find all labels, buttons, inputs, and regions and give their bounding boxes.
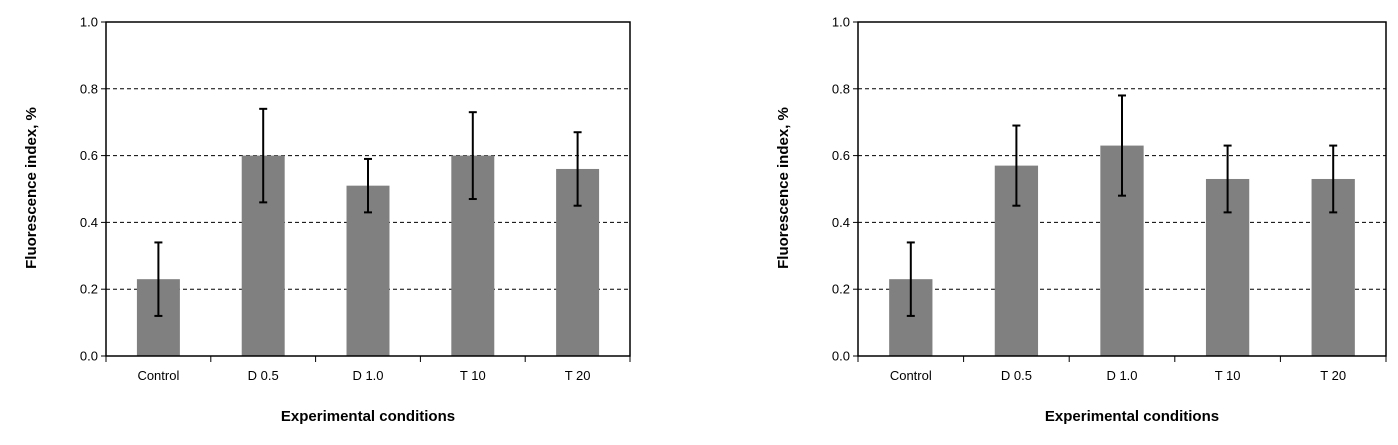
- y-tick-label: 1.0: [832, 15, 850, 30]
- error-bar: [573, 131, 582, 207]
- error-bar: [1223, 144, 1232, 214]
- x-tick-label: D 0.5: [1001, 368, 1032, 383]
- x-tick-label: Control: [890, 368, 932, 383]
- x-tick-label: D 1.0: [1106, 368, 1137, 383]
- error-bar: [906, 241, 915, 317]
- bar: [346, 185, 390, 356]
- y-tick-label: 0.8: [832, 81, 850, 96]
- error-bar: [364, 157, 372, 214]
- y-tick-label: 0.0: [80, 349, 98, 364]
- x-tick-label: Control: [137, 368, 179, 383]
- error-bar: [259, 107, 268, 204]
- right-chart: 0.0 0.2 0.4 0.6 0.8 1.0 Control D 0.5 D 1.0 T 10…: [752, 0, 1398, 445]
- x-tick-label: T 20: [565, 368, 591, 383]
- y-tick-label: 1.0: [80, 15, 98, 30]
- x-axis-title: Experimental conditions: [281, 408, 455, 425]
- plot-frame: [857, 21, 1387, 357]
- y-axis-title: Fluorescence index, %: [775, 107, 792, 269]
- y-tick-label: 0.2: [80, 282, 98, 297]
- x-tick-label: D 0.5: [248, 368, 279, 383]
- y-tick-label: 0.4: [832, 215, 850, 230]
- x-tick-label: D 1.0: [352, 368, 383, 383]
- y-tick-label: 0.0: [832, 349, 850, 364]
- error-bar: [1118, 94, 1126, 197]
- error-bar: [154, 241, 163, 317]
- y-tick-label: 0.6: [80, 148, 98, 163]
- right-chart-svg: 0.0 0.2 0.4 0.6 0.8 1.0 Control D 0.5 D 1.0 T 10…: [775, 15, 1387, 425]
- left-chart-svg: 0.0 0.2 0.4 0.6 0.8 1.0 Control D 0.5 D 1.0 T 10…: [23, 15, 631, 425]
- x-tick-label: T 10: [1215, 368, 1241, 383]
- error-bar: [1329, 144, 1338, 214]
- left-chart: 0.0 0.2 0.4 0.6 0.8 1.0 Control D 0.5 D 1.0 T 10…: [0, 0, 646, 445]
- x-axis-title: Experimental conditions: [1045, 408, 1219, 425]
- error-bar: [468, 111, 477, 201]
- error-bar: [1012, 124, 1021, 207]
- y-tick-label: 0.8: [80, 81, 98, 96]
- y-tick-label: 0.6: [832, 148, 850, 163]
- y-tick-label: 0.2: [832, 282, 850, 297]
- plot-frame: [105, 21, 631, 357]
- x-tick-label: T 10: [460, 368, 486, 383]
- y-tick-label: 0.4: [80, 215, 98, 230]
- y-axis-title: Fluorescence index, %: [23, 107, 40, 269]
- x-tick-label: T 20: [1320, 368, 1346, 383]
